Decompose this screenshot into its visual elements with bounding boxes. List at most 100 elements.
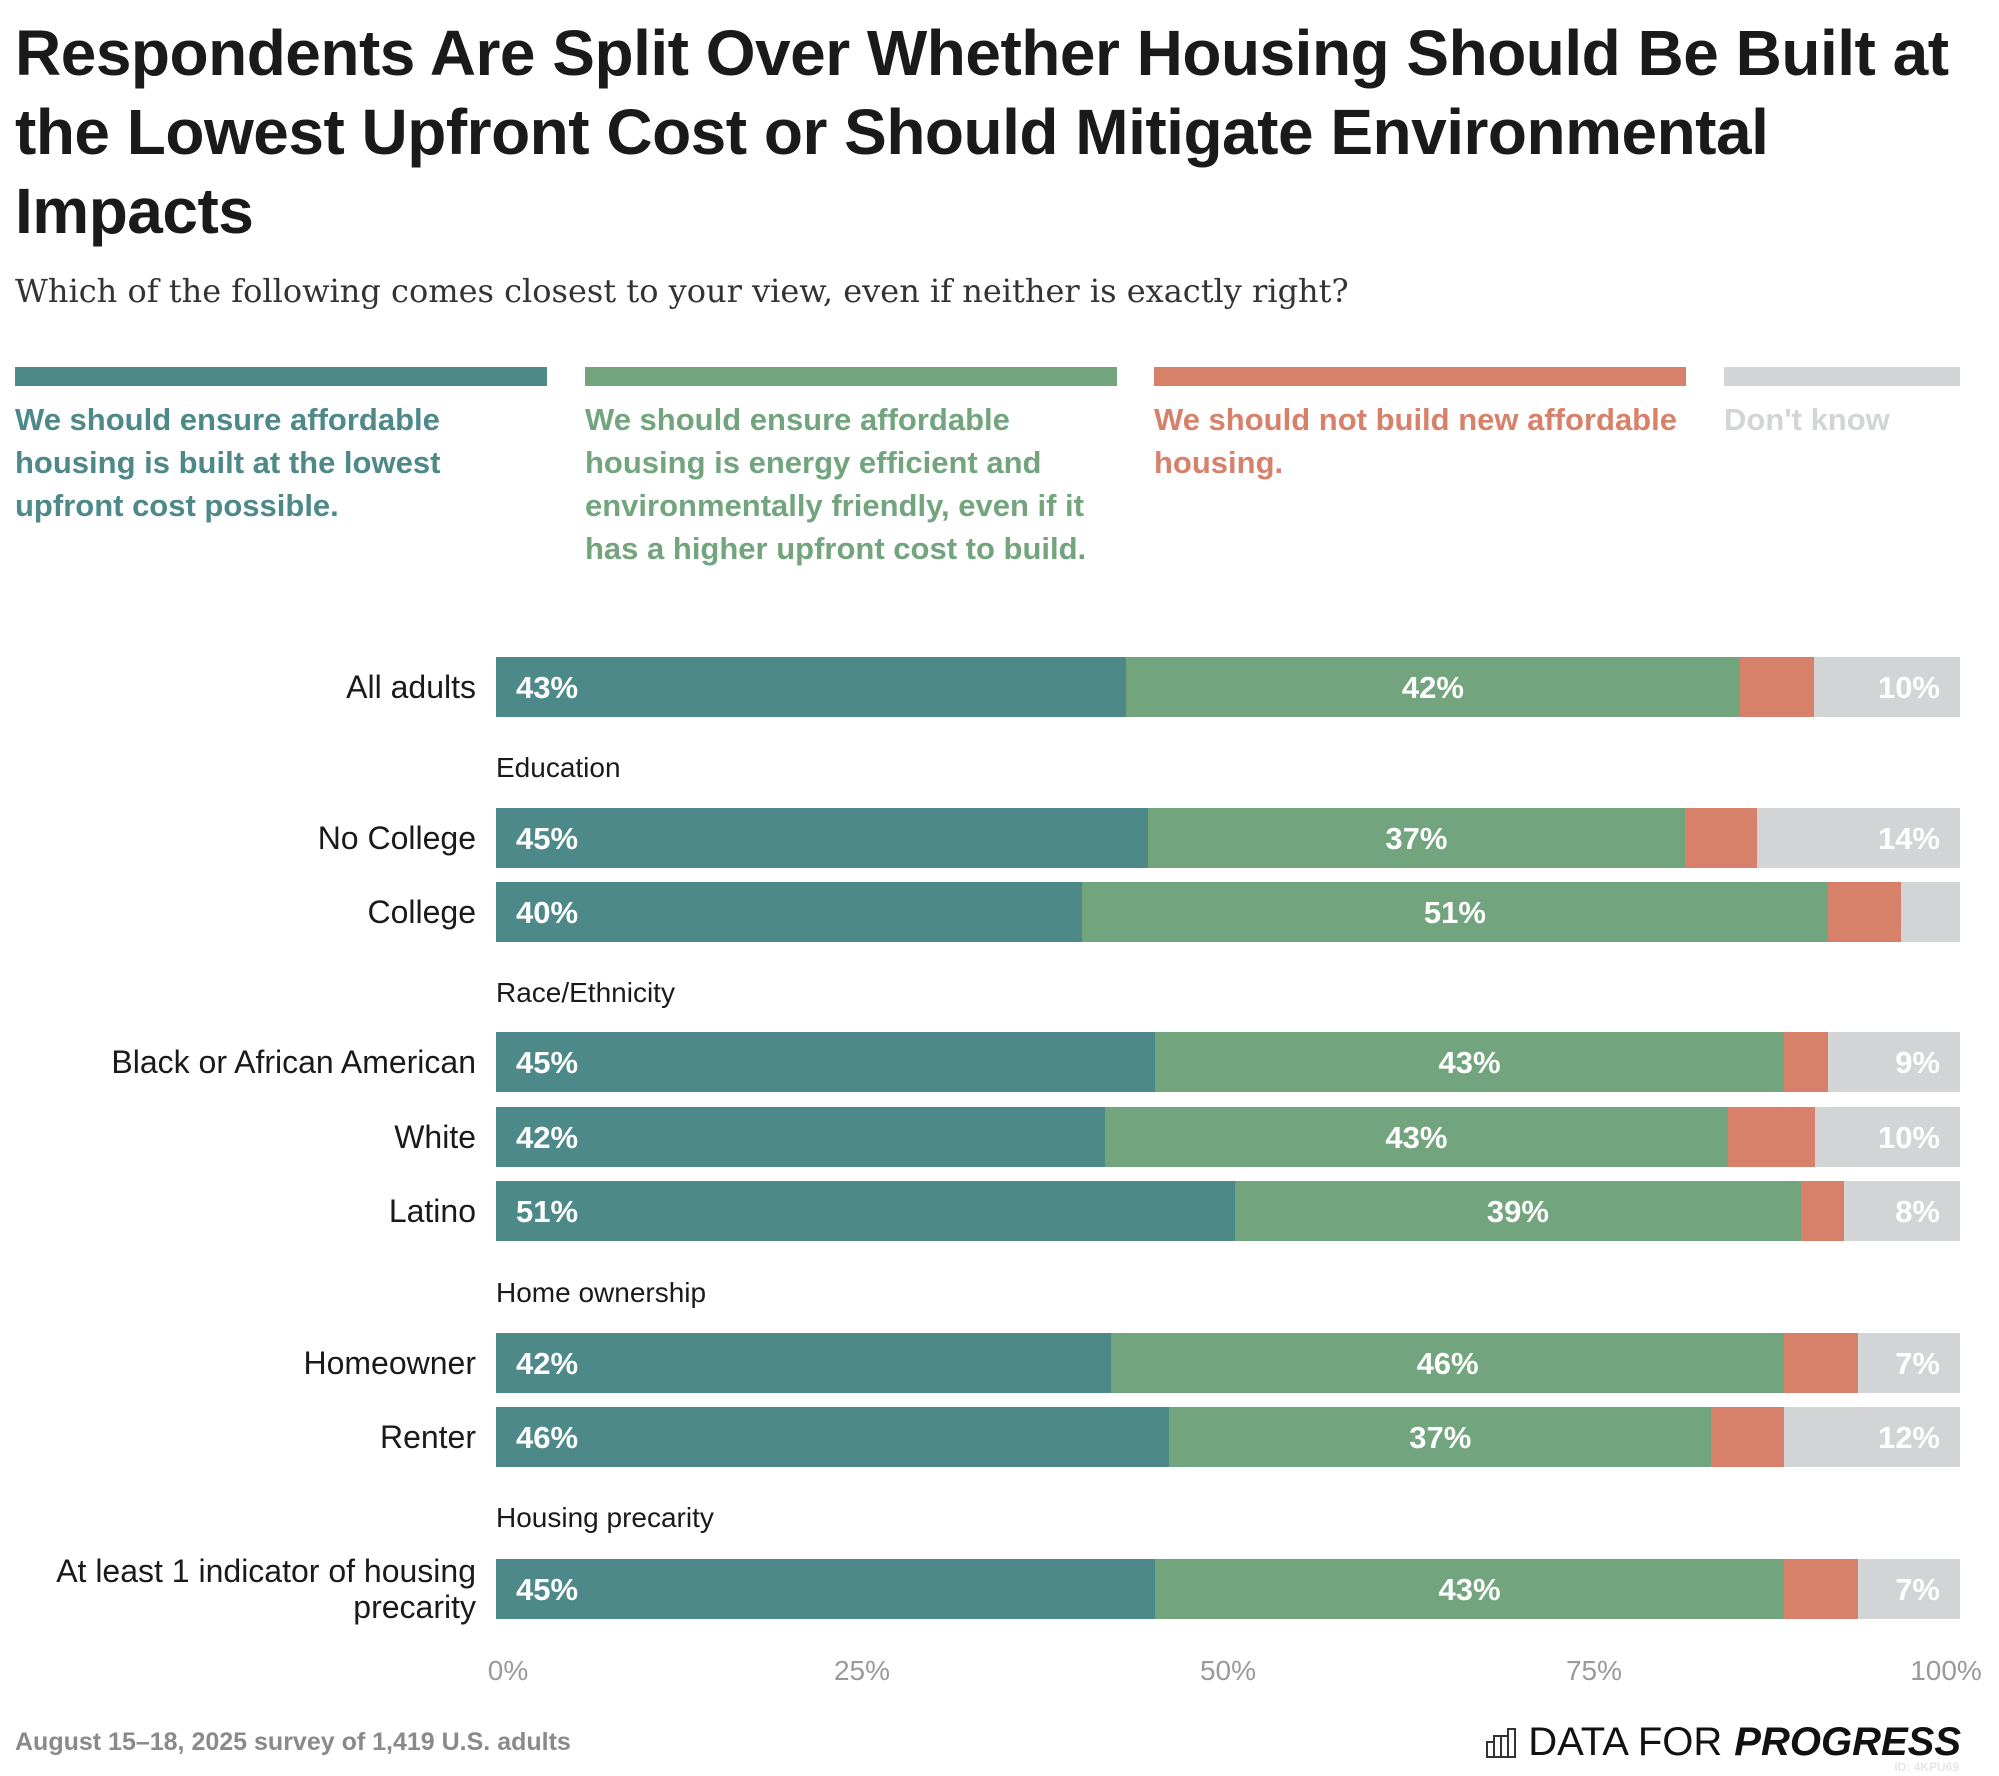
row-label: At least 1 indicator of housing precarit… [56,1553,476,1625]
bar-segment-lowest-cost [496,1407,1170,1467]
group-header: Race/Ethnicity [496,977,675,1008]
x-tick-label: 100% [1910,1655,1982,1686]
logo: DATA FOR PROGRESS [1486,1720,1961,1765]
row-label: College [367,894,476,930]
data-label: 8% [1895,1194,1940,1229]
legend-label: We should ensure affordable housing is b… [15,402,441,523]
data-label: 39% [1486,1194,1549,1229]
bar-segment-do-not-build [1684,808,1758,868]
group-header: Home ownership [496,1277,707,1308]
legend-swatch [1154,367,1686,386]
data-label: 42% [516,1120,579,1155]
data-label: 45% [516,1045,579,1080]
data-label: 7% [1895,1346,1940,1381]
bar-segment-do-not-build [1711,1407,1785,1467]
bar-segment-do-not-build [1728,1107,1816,1167]
bar-segment-dont-know [1828,1032,1961,1092]
data-label: 37% [1385,821,1448,856]
bar-segment-lowest-cost [496,882,1083,942]
legend-label: We should ensure affordable housing is e… [585,402,1087,566]
row-label: Black or African American [111,1044,476,1080]
bar-segment-energy-efficient [1110,1333,1785,1393]
x-tick-label: 75% [1565,1655,1623,1686]
data-label: 9% [1895,1045,1940,1080]
bar-segment-dont-know [1857,1559,1961,1619]
legend-label: Don't know [1724,402,1890,437]
legend-item: We should ensure affordable housing is b… [15,367,547,527]
data-label: 40% [516,895,579,930]
bar-segment-lowest-cost [496,808,1149,868]
row-label: White [394,1119,476,1155]
data-label: 43% [1438,1572,1501,1607]
row-label: All adults [346,669,476,705]
x-tick-label: 0% [487,1655,529,1686]
bar-segment-do-not-build [1784,1559,1858,1619]
row-label: No College [317,820,476,856]
data-label: 42% [1401,670,1464,705]
legend-item: Don't know [1724,367,1960,441]
row-label: Renter [379,1419,476,1455]
bar-segment-lowest-cost [496,1333,1112,1393]
bar-segment-lowest-cost [496,1032,1156,1092]
bar-segment-do-not-build [1828,882,1902,942]
bar-segment-do-not-build [1784,1333,1858,1393]
bar-segment-dont-know [1784,1407,1961,1467]
chart-id: ID: 4KPU69 [1894,1760,1959,1774]
data-label: 10% [1877,670,1940,705]
data-label: 42% [516,1346,579,1381]
survey-note: August 15–18, 2025 survey of 1,419 U.S. … [15,1728,571,1756]
x-tick-label: 25% [833,1655,891,1686]
bar-segment-dont-know [1901,882,1961,942]
row-label: Latino [388,1193,476,1229]
bar-segment-do-not-build [1784,1032,1829,1092]
data-label: 43% [516,670,579,705]
bar-segment-energy-efficient [1169,1407,1712,1467]
bar-segment-energy-efficient [1154,1559,1785,1619]
legend-label: We should not build new affordable housi… [1154,402,1677,480]
bar-segment-energy-efficient [1104,1107,1729,1167]
data-label: 45% [516,1572,579,1607]
bar-segment-energy-efficient [1148,808,1686,868]
bar-segment-energy-efficient [1235,1181,1802,1241]
bar-segment-lowest-cost [496,1181,1236,1241]
x-tick-label: 50% [1199,1655,1257,1686]
legend-swatch [15,367,547,386]
data-label: 43% [1385,1120,1448,1155]
data-label: 37% [1409,1420,1472,1455]
legend-item: We should not build new affordable housi… [1154,367,1686,484]
group-header: Housing precarity [496,1502,714,1533]
bar-segment-lowest-cost [496,1107,1106,1167]
bar-segment-dont-know [1757,808,1961,868]
bar-segment-energy-efficient [1081,882,1829,942]
group-header: Education [496,752,621,783]
data-label: 43% [1438,1045,1501,1080]
data-label: 46% [516,1420,579,1455]
bar-chart-icon [1486,1727,1517,1758]
legend-item: We should ensure affordable housing is e… [585,367,1117,570]
chart-title: Respondents Are Split Over Whether Housi… [15,17,1949,247]
data-label: 45% [516,821,579,856]
logo-text-bold: PROGRESS [1734,1720,1961,1764]
data-label: 12% [1877,1420,1940,1455]
bar-segment-energy-efficient [1125,657,1741,717]
data-label: 7% [1895,1572,1940,1607]
data-label: 14% [1877,821,1940,856]
bar-segment-lowest-cost [496,1559,1156,1619]
bar-segment-do-not-build [1800,1181,1845,1241]
legend-swatch [1724,367,1960,386]
chart-subtitle: Which of the following comes closest to … [15,272,1349,310]
bar-segment-energy-efficient [1154,1032,1785,1092]
data-label: 51% [1423,895,1486,930]
data-label: 10% [1877,1120,1940,1155]
logo-text-light: DATA FOR [1528,1720,1723,1764]
data-label: 51% [516,1194,579,1229]
bar-segment-dont-know [1815,1107,1961,1167]
bar-segment-dont-know [1844,1181,1961,1241]
row-label: Homeowner [303,1345,476,1381]
bar-segment-dont-know [1857,1333,1961,1393]
bar-segment-dont-know [1813,657,1961,717]
bar-segment-lowest-cost [496,657,1127,717]
data-label: 46% [1416,1346,1479,1381]
legend-swatch [585,367,1117,386]
bar-segment-do-not-build [1740,657,1815,717]
